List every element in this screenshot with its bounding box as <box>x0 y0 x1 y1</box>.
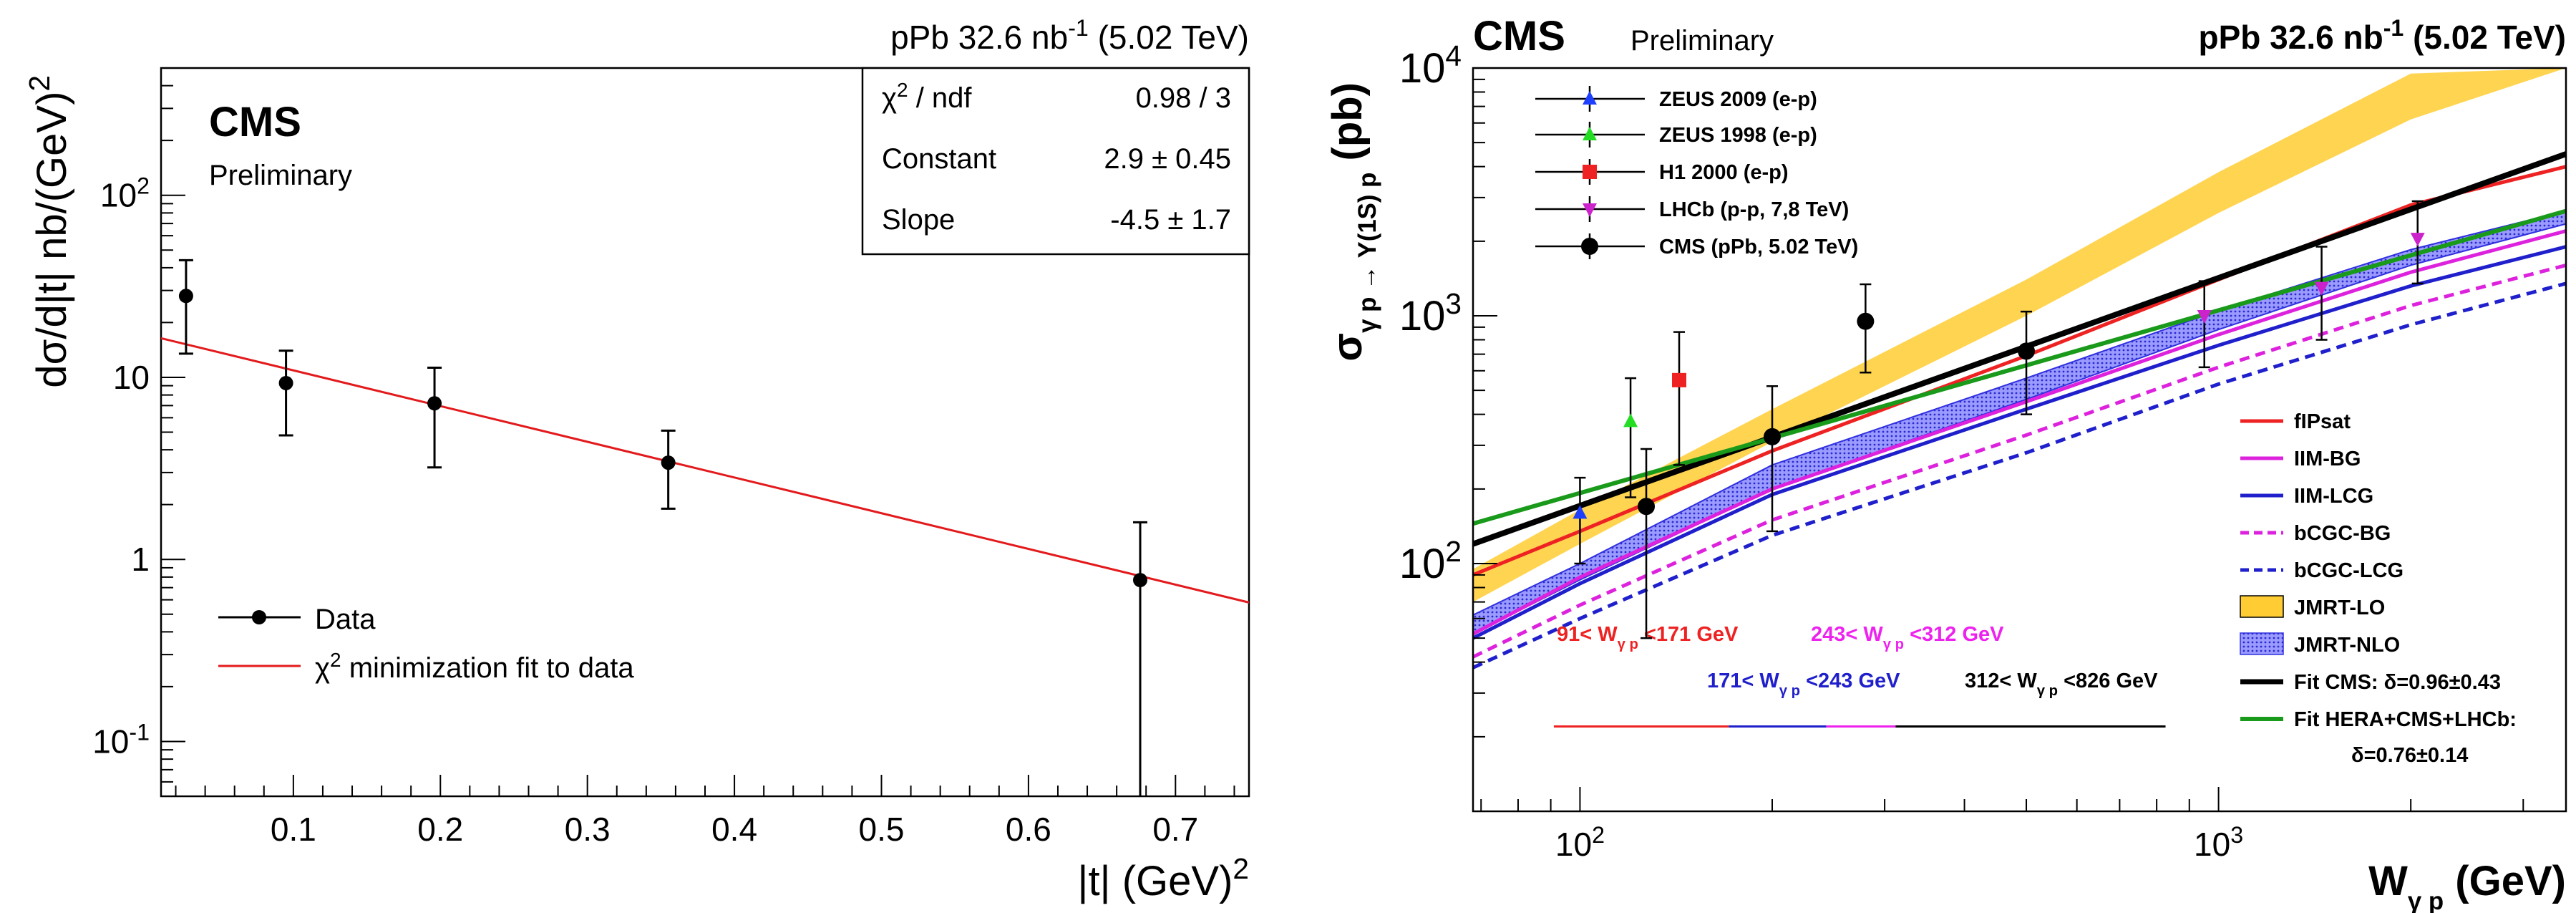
stats-box-frame <box>861 67 1250 256</box>
x-axis-title: Wγ p (GeV) <box>2368 858 2566 913</box>
w-range-label: 312< Wγ p <826 GeV <box>1965 670 2158 699</box>
right-title: pPb 32.6 nb-1 (5.02 TeV) <box>2199 15 2566 56</box>
x-axis-title: |t| (GeV)2 <box>1077 852 1249 904</box>
legend-label-fit: χ2 minimization fit to data <box>315 649 634 685</box>
x-tick-label: 0.6 <box>1006 811 1051 848</box>
legend-label: H1 2000 (e-p) <box>1659 161 1789 184</box>
marker-circle <box>2018 342 2036 360</box>
y-tick-label: 103 <box>1399 287 1462 339</box>
legend-label: bCGC-LCG <box>2294 559 2404 582</box>
y-axis-title: σγ p → Υ(1S) p (pb) <box>1324 82 1381 362</box>
legend-marker-data <box>252 610 266 624</box>
band-jmrt-lo <box>1473 68 2566 602</box>
legend-label: fIPsat <box>2294 410 2351 433</box>
marker-triangle-up <box>1583 127 1597 140</box>
marker-triangle-down <box>1583 203 1597 217</box>
legend-label: JMRT-LO <box>2294 596 2385 619</box>
stats-value: -4.5 ± 1.7 <box>1110 204 1231 236</box>
stats-label: χ2 / ndf <box>882 79 972 115</box>
marker-triangle-down <box>2410 233 2425 247</box>
legend-label: ZEUS 1998 (e-p) <box>1659 124 1817 147</box>
legend-label: δ=0.76±0.14 <box>2351 744 2468 767</box>
legend-label: bCGC-BG <box>2294 522 2391 545</box>
left-title: pPb 32.6 nb-1 (5.02 TeV) <box>890 15 1249 56</box>
stats-label: Slope <box>882 204 955 236</box>
legend-label: JMRT-NLO <box>2294 634 2400 657</box>
stats-value: 2.9 ± 0.45 <box>1104 143 1231 175</box>
x-tick-label: 0.5 <box>859 811 905 848</box>
legend-label: Fit HERA+CMS+LHCb: <box>2294 708 2517 731</box>
marker-triangle-down <box>2197 310 2212 324</box>
marker-triangle-down <box>2314 281 2329 296</box>
legend-label: IIM-LCG <box>2294 485 2373 508</box>
w-range-label: 171< Wγ p <243 GeV <box>1707 670 1900 699</box>
right-chart: 91< Wγ p <171 GeV 171< Wγ p <243 GeV 243< … <box>1324 13 2567 913</box>
right-legend-data: ZEUS 2009 (e-p) ZEUS 1998 (e-p) H1 2000 (e… <box>1535 86 1858 259</box>
marker-circle <box>1638 498 1656 516</box>
data-point <box>178 289 193 304</box>
marker-square <box>1672 372 1687 387</box>
data-point <box>1133 573 1147 588</box>
preliminary-label: Preliminary <box>209 160 352 191</box>
legend-label: ZEUS 2009 (e-p) <box>1659 88 1817 111</box>
marker-triangle-up <box>1573 505 1588 519</box>
legend-label: LHCb (p-p, 7,8 TeV) <box>1659 198 1849 221</box>
legend-label: CMS (pPb, 5.02 TeV) <box>1659 236 1858 259</box>
x-tick-label: 0.2 <box>417 811 463 848</box>
legend-label-data: Data <box>315 604 376 635</box>
right-plot-frame <box>1472 67 2567 813</box>
legend-label: Fit CMS: δ=0.96±0.43 <box>2294 671 2501 694</box>
cms-label: CMS <box>1473 13 1565 59</box>
data-point <box>661 455 676 470</box>
data-point <box>278 375 293 390</box>
x-tick-label: 103 <box>2194 822 2243 863</box>
marker-triangle-up <box>1583 91 1597 105</box>
y-tick-label: 102 <box>100 173 150 214</box>
preliminary-label: Preliminary <box>1630 25 1774 57</box>
theory-line-bcgc-bg <box>1473 263 2566 659</box>
w-range-label: 91< Wγ p <171 GeV <box>1557 623 1739 652</box>
cms-label: CMS <box>209 99 301 145</box>
marker-circle <box>1581 238 1598 255</box>
x-tick-label: 0.7 <box>1152 811 1198 848</box>
legend-swatch-jmrt-nlo <box>2240 632 2284 655</box>
y-tick-label: 10 <box>113 359 150 396</box>
y-tick-label: 10-1 <box>92 719 150 760</box>
x-tick-label: 0.3 <box>565 811 611 848</box>
right-plot-area: 91< Wγ p <171 GeV 171< Wγ p <243 GeV 243< … <box>1473 68 2566 728</box>
x-tick-label: 0.4 <box>711 811 757 848</box>
marker-circle <box>1857 312 1875 330</box>
left-chart: 0.1 0.2 0.3 0.4 0.5 0.6 0.7 10-1 1 10 102 |t| (GeV)… <box>23 15 1250 904</box>
marker-triangle-up <box>1623 413 1638 427</box>
y-tick-label: 102 <box>1399 535 1462 587</box>
fit-line <box>160 337 1250 604</box>
marker-circle <box>1764 427 1781 445</box>
fit-global-line <box>1473 208 2566 526</box>
y-axis-title: dσ/d|t| nb/(GeV)2 <box>23 75 75 388</box>
y-tick-label: 1 <box>131 541 150 578</box>
x-tick-label: 102 <box>1555 822 1605 863</box>
data-point <box>427 396 442 411</box>
y-tick-label: 104 <box>1399 39 1462 92</box>
legend-label: IIM-BG <box>2294 448 2361 470</box>
legend-swatch-jmrt-lo <box>2240 595 2284 618</box>
w-range-label: 243< Wγ p <312 GeV <box>1811 623 2004 652</box>
left-legend: Data χ2 minimization fit to data <box>218 604 634 684</box>
right-legend-theory: fIPsat IIM-BG IIM-LCG bCGC-BG bCGC-LCG JMRT-L… <box>2240 410 2517 767</box>
stats-label: Constant <box>882 143 996 175</box>
theory-line-bcgc-lcg <box>1473 281 2566 670</box>
stats-value: 0.98 / 3 <box>1136 82 1231 114</box>
marker-square <box>1583 165 1597 179</box>
stats-box: χ2 / ndf 0.98 / 3 Constant 2.9 ± 0.45 Slope -… <box>861 67 1250 256</box>
x-tick-label: 0.1 <box>271 811 316 848</box>
